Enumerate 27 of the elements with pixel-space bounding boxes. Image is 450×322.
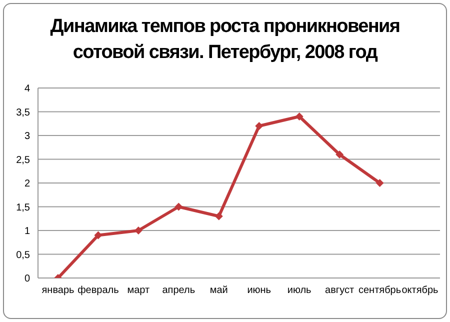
x-tick-label: июль — [287, 285, 312, 296]
point — [214, 212, 223, 220]
x-tick-label: январь — [42, 285, 74, 296]
point — [376, 179, 384, 187]
x-tick-label: сентябрь — [358, 285, 402, 296]
x-tick-label: август — [325, 285, 354, 296]
x-tick-label: июнь — [247, 285, 272, 296]
x-tick-label: февраль — [78, 285, 119, 296]
x-tick-label: март — [127, 285, 150, 296]
y-tick-label: 0 — [24, 274, 30, 285]
point — [255, 122, 264, 130]
y-tick-label: 1,5 — [16, 202, 30, 214]
chart-title: Динамика темпов роста проникновения сотовой связи. Петербург, 2008 год — [49, 15, 401, 65]
point — [295, 112, 304, 120]
y-tick-label: 4 — [24, 84, 30, 95]
y-tick-label: 3,5 — [16, 107, 30, 118]
y-tick-label: 3 — [24, 131, 30, 142]
point — [174, 202, 183, 211]
x-tick-label: апрель — [162, 285, 196, 296]
x-tick-label: май — [210, 285, 228, 296]
x-tick-label: октябрь — [402, 285, 438, 296]
y-tick-label: 0,5 — [16, 250, 30, 261]
point — [336, 150, 344, 158]
y-tick-label: 1 — [24, 226, 30, 238]
y-tick-label: 2 — [24, 178, 30, 190]
point — [94, 231, 102, 240]
y-tick-label: 2,5 — [16, 154, 30, 166]
